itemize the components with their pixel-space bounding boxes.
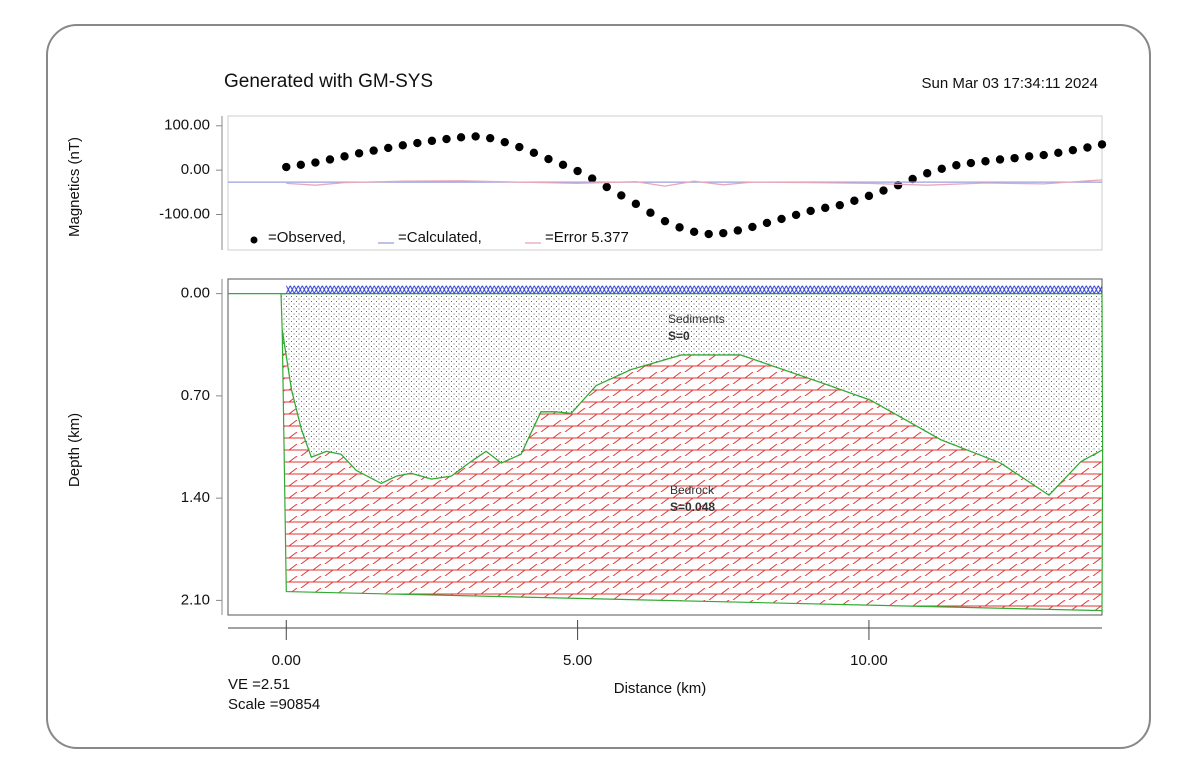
- observed-point: [587, 174, 597, 183]
- observed-point: [296, 160, 306, 170]
- x-tick-label: 0.00: [272, 652, 301, 669]
- observed-point: [413, 138, 422, 148]
- observed-point: [500, 137, 509, 147]
- observed-point: [646, 208, 655, 217]
- observed-point: [1083, 143, 1092, 152]
- observed-point: [398, 141, 407, 150]
- observed-point: [1054, 148, 1063, 158]
- observed-point: [1097, 140, 1107, 149]
- legend-label: =Error 5.377: [545, 229, 629, 246]
- observed-point: [937, 164, 946, 174]
- observed-point: [995, 155, 1005, 164]
- x-tick-label: 5.00: [563, 652, 592, 669]
- y-axis-title: Magnetics (nT): [66, 137, 83, 237]
- series-line: [286, 179, 1103, 187]
- stations: [286, 285, 1102, 294]
- observed-point: [981, 157, 990, 166]
- body-name: Sediments: [668, 312, 725, 326]
- body-name: Bedrock: [670, 483, 715, 497]
- observed-point: [1039, 150, 1048, 160]
- observed-point: [864, 191, 874, 201]
- observed-point: [762, 218, 772, 228]
- observed-point: [573, 166, 582, 176]
- observed-point: [515, 142, 524, 152]
- observed-point: [689, 227, 699, 237]
- observed-point: [660, 216, 670, 226]
- y-tick-label: 0.00: [181, 285, 210, 302]
- observed-point: [602, 182, 611, 192]
- observed-point: [1068, 145, 1078, 155]
- observed-point: [719, 228, 728, 238]
- annotation: Scale =90854: [228, 696, 320, 713]
- observed-point: [486, 133, 495, 143]
- observed-point: [544, 154, 553, 164]
- observed-point: [675, 223, 684, 232]
- y-tick-label: 2.10: [181, 591, 210, 608]
- observed-point: [369, 146, 378, 155]
- observed-point: [821, 203, 830, 213]
- body-label: S=0: [668, 329, 690, 343]
- observed-point: [456, 133, 466, 142]
- observed-point: [354, 149, 364, 158]
- observed-point: [325, 155, 335, 164]
- observed-point: [893, 181, 903, 190]
- observed-point: [631, 199, 641, 209]
- x-tick-label: 10.00: [850, 652, 888, 669]
- observed-point: [617, 191, 626, 200]
- observed-point: [442, 134, 451, 144]
- observed-point: [748, 222, 757, 232]
- observed-point: [471, 132, 480, 141]
- y-tick-label: 1.40: [181, 489, 210, 506]
- observed-point: [733, 226, 743, 235]
- x-axis-title: Distance (km): [614, 680, 707, 697]
- legend-symbol: [250, 236, 258, 244]
- y-tick-label: 0.70: [181, 387, 210, 404]
- observed-point: [923, 169, 932, 178]
- y-tick-label: 100.00: [164, 117, 210, 134]
- annotation: VE =2.51: [228, 676, 290, 693]
- plot-frame: [227, 115, 1103, 251]
- legend-label: =Calculated,: [398, 229, 482, 246]
- observed-point: [806, 206, 815, 216]
- body-label: S=0.048: [670, 500, 715, 514]
- observed-point: [1024, 152, 1034, 161]
- observed-point: [529, 148, 539, 158]
- observed-point: [791, 210, 801, 220]
- observed-point: [311, 158, 320, 167]
- y-axis-title: Depth (km): [66, 413, 83, 487]
- observed-point: [879, 186, 888, 195]
- title: Generated with GM-SYS: [224, 71, 433, 92]
- observed-point: [777, 214, 786, 224]
- body: [281, 330, 1104, 612]
- observed-point: [704, 229, 713, 239]
- observed-point: [966, 158, 976, 168]
- observed-point: [384, 143, 393, 153]
- observed-point: [1010, 153, 1019, 163]
- observed-point: [835, 200, 844, 210]
- observed-point: [282, 162, 291, 172]
- legend-label: =Observed,: [268, 229, 346, 246]
- observed-point: [908, 174, 917, 184]
- date: Sun Mar 03 17:34:11 2024: [921, 75, 1098, 92]
- observed-point: [427, 136, 437, 146]
- observed-point: [850, 196, 859, 205]
- y-tick-label: -100.00: [159, 205, 210, 222]
- observed-point: [340, 152, 349, 161]
- observed-point: [558, 160, 568, 170]
- observed-point: [952, 161, 961, 170]
- y-tick-label: 0.00: [181, 161, 210, 178]
